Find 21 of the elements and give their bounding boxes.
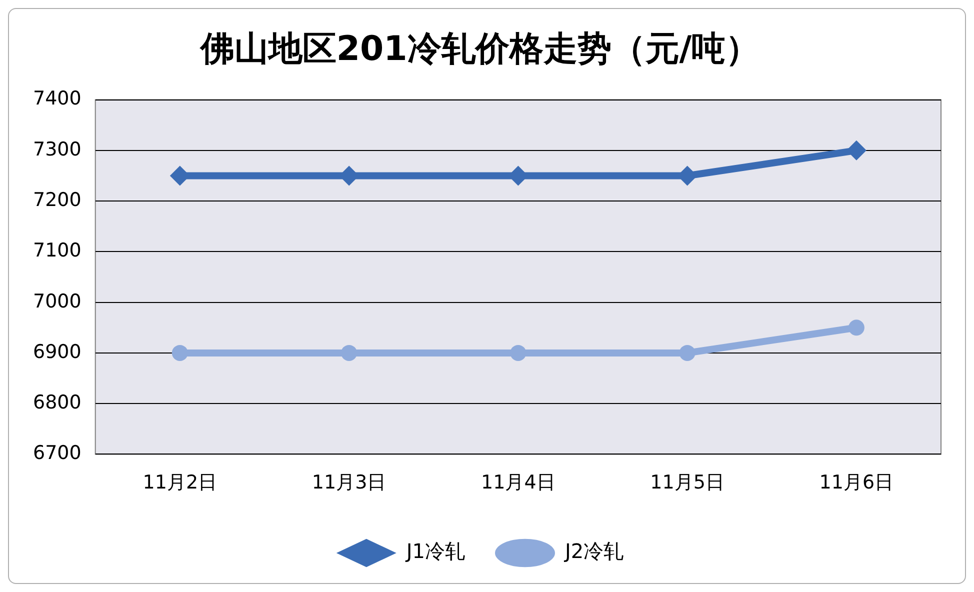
y-tick-label: 7100 (32, 240, 82, 262)
x-tick-label: 11月6日 (819, 472, 894, 494)
y-tick-label: 7300 (32, 138, 82, 160)
point (848, 320, 864, 336)
point (510, 344, 526, 361)
y-tick-label: 6700 (32, 442, 82, 464)
y-tick-label: 7400 (32, 88, 82, 110)
x-tick-label: 11月2日 (142, 472, 218, 494)
x-tick-label: 11月5日 (650, 472, 724, 494)
y-tick-label: 6900 (32, 340, 82, 363)
point (679, 344, 696, 361)
y-tick-label: 7000 (32, 290, 82, 312)
y-tick-label: 7200 (32, 188, 82, 211)
legend-label: J2冷轧 (563, 539, 624, 564)
point (172, 344, 188, 361)
chart-title: 佛山地区201冷轧价格走势（元/吨） (199, 29, 760, 70)
y-tick-label: 6800 (32, 392, 82, 414)
x-tick-label: 11月4日 (481, 472, 556, 494)
point (341, 344, 358, 361)
x-tick-label: 11月3日 (312, 472, 386, 494)
legend-label: J1冷轧 (404, 539, 465, 564)
